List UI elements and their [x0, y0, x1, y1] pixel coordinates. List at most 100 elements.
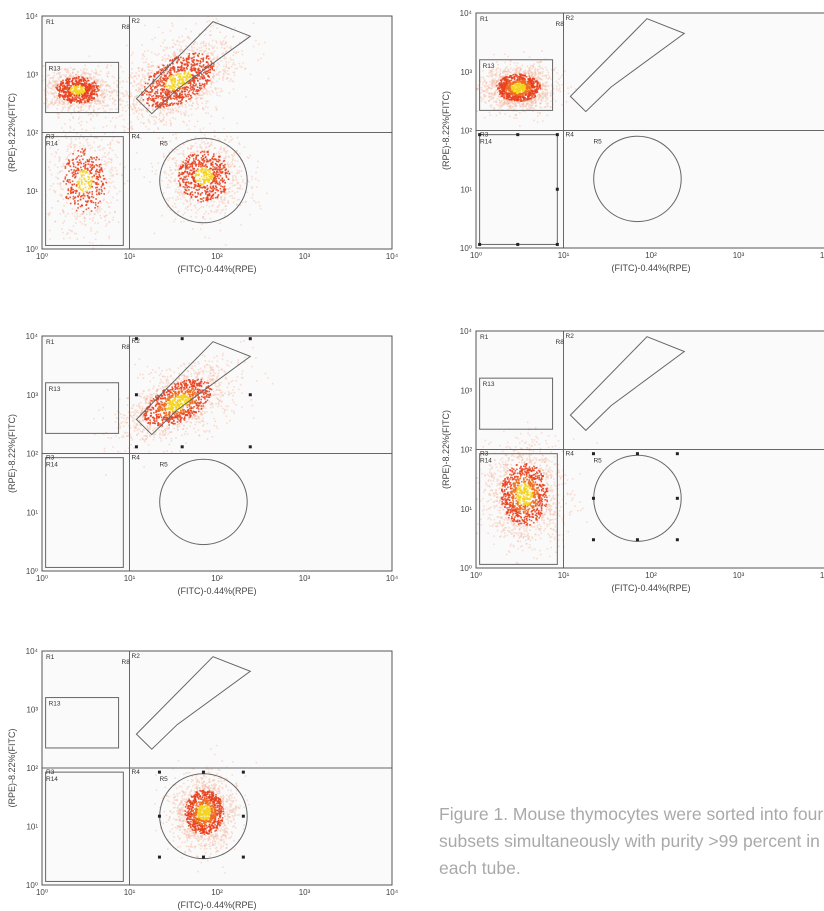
event-dot: [225, 78, 228, 80]
event-dot: [59, 85, 61, 88]
event-dot: [95, 82, 97, 85]
event-dot: [175, 136, 178, 139]
event-dot: [97, 176, 99, 178]
event-dot: [213, 177, 215, 179]
event-dot: [159, 105, 162, 108]
event-dot: [190, 30, 192, 33]
event-dot: [175, 164, 177, 167]
event-dot: [115, 108, 117, 110]
event-dot: [67, 80, 70, 83]
event-dot: [112, 98, 114, 100]
event-dot: [523, 105, 526, 107]
event-dot: [177, 102, 180, 105]
event-dot: [95, 100, 97, 103]
event-dot: [183, 90, 186, 93]
event-dot: [226, 145, 229, 147]
event-dot: [102, 126, 105, 129]
event-dot: [42, 65, 45, 67]
event-dot: [195, 108, 197, 110]
event-dot: [201, 223, 203, 226]
event-dot: [205, 167, 207, 169]
event-dot: [180, 67, 182, 70]
event-dot: [173, 51, 176, 53]
event-dot: [152, 95, 155, 97]
event-dot: [75, 77, 78, 80]
event-dot: [40, 95, 42, 97]
event-dot: [206, 160, 208, 163]
event-dot: [215, 73, 218, 76]
event-dot: [186, 139, 188, 142]
event-dot: [85, 213, 88, 216]
event-dot: [72, 98, 75, 100]
event-dot: [73, 90, 76, 93]
event-dot: [177, 165, 179, 168]
event-dot: [196, 77, 199, 80]
event-dot: [108, 221, 110, 223]
event-dot: [182, 154, 185, 156]
event-dot: [172, 157, 174, 160]
event-dot: [84, 168, 86, 170]
event-dot: [67, 82, 69, 84]
event-dot: [236, 187, 239, 190]
event-dot: [71, 71, 74, 74]
x-tick-label: 10³: [299, 252, 311, 261]
event-dot: [198, 207, 201, 210]
event-dot: [531, 73, 533, 76]
event-dot: [213, 130, 216, 132]
event-dot: [202, 97, 204, 100]
event-dot: [195, 13, 197, 15]
event-dot: [124, 105, 127, 107]
event-dot: [106, 72, 108, 75]
event-dot: [198, 138, 200, 141]
event-dot: [203, 179, 205, 181]
event-dot: [107, 202, 110, 205]
event-dot: [530, 75, 533, 78]
event-dot: [176, 90, 179, 92]
event-dot: [61, 103, 64, 106]
event-dot: [166, 78, 168, 81]
event-dot: [82, 165, 85, 168]
event-dot: [207, 80, 209, 82]
event-dot: [93, 71, 95, 74]
event-dot: [214, 22, 217, 25]
event-dot: [163, 171, 166, 174]
event-dot: [199, 131, 202, 133]
event-dot: [98, 149, 101, 151]
event-dot: [122, 95, 125, 98]
event-dot: [489, 105, 491, 107]
event-dot: [201, 77, 203, 80]
event-dot: [184, 83, 186, 86]
event-dot: [46, 90, 49, 93]
event-dot: [147, 102, 149, 105]
event-dot: [200, 162, 203, 164]
event-dot: [147, 82, 149, 85]
event-dot: [61, 85, 64, 88]
event-dot: [60, 68, 63, 70]
event-dot: [530, 102, 533, 105]
event-dot: [497, 78, 500, 80]
event-dot: [84, 217, 86, 220]
event-dot: [204, 66, 207, 68]
event-dot: [59, 76, 62, 79]
event-dot: [91, 93, 94, 96]
event-dot: [52, 183, 55, 185]
event-dot: [229, 166, 232, 168]
event-dot: [519, 69, 521, 71]
event-dot: [183, 196, 186, 199]
event-dot: [538, 92, 541, 95]
event-dot: [59, 96, 61, 99]
event-dot: [207, 198, 210, 201]
event-dot: [169, 180, 171, 182]
event-dot: [71, 99, 73, 101]
event-dot: [202, 216, 204, 218]
event-dot: [192, 52, 194, 55]
event-dot: [88, 102, 91, 105]
event-dot: [74, 196, 77, 198]
event-dot: [156, 66, 158, 69]
event-dot: [202, 83, 205, 86]
event-dot: [133, 105, 135, 107]
event-dot: [51, 92, 54, 95]
event-dot: [241, 50, 243, 52]
event-dot: [167, 91, 170, 93]
event-dot: [201, 102, 204, 104]
